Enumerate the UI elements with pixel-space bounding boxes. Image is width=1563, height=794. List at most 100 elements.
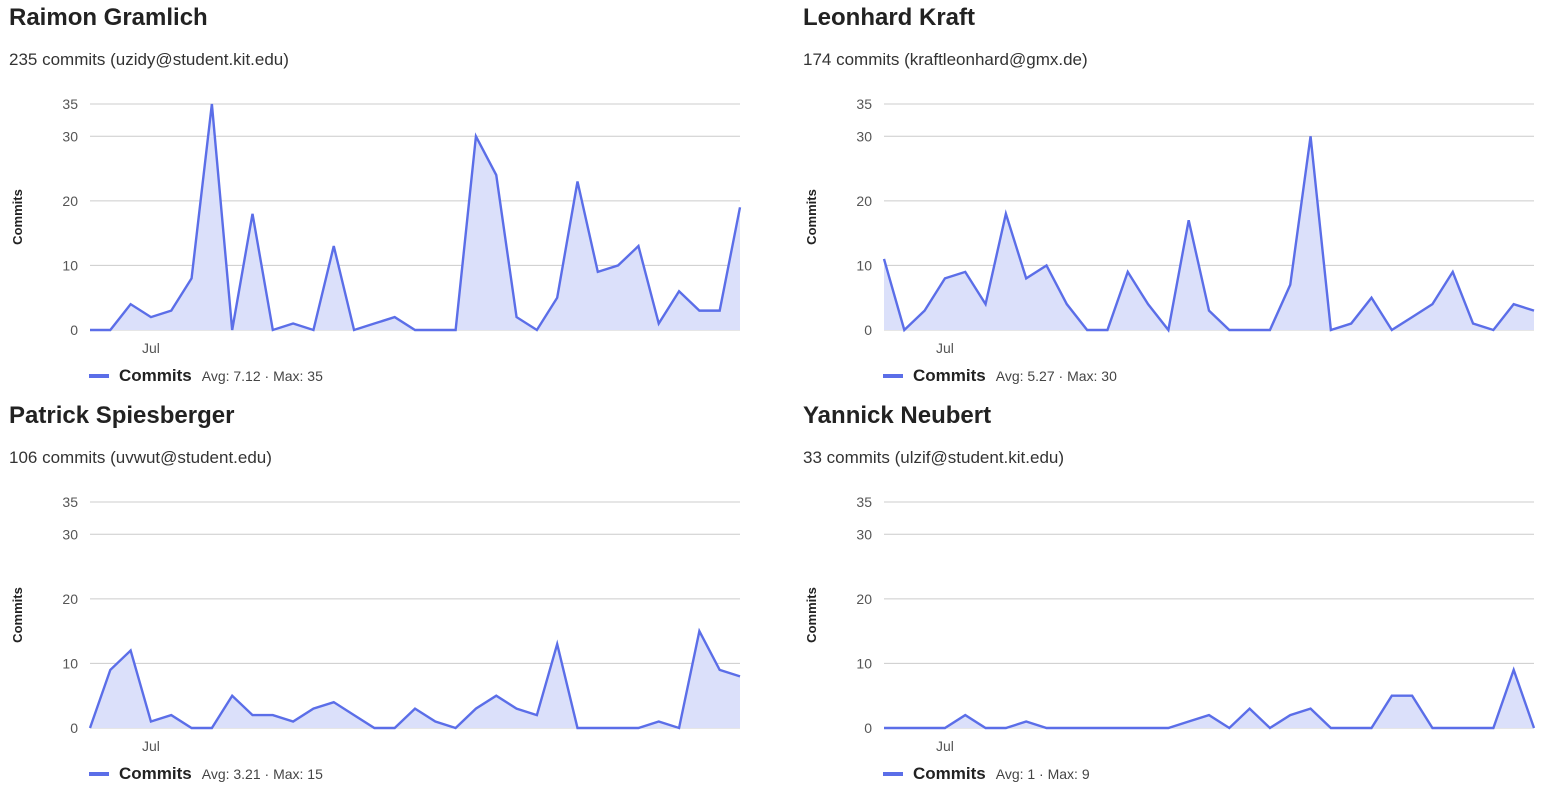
data-point[interactable] [168, 308, 174, 314]
data-point[interactable] [635, 243, 641, 249]
data-point[interactable] [575, 725, 581, 731]
data-point[interactable] [250, 211, 256, 217]
data-point[interactable] [1369, 725, 1375, 731]
data-point[interactable] [1104, 725, 1110, 731]
data-point[interactable] [148, 719, 154, 725]
data-point[interactable] [1206, 308, 1212, 314]
data-point[interactable] [189, 275, 195, 281]
data-point[interactable] [250, 712, 256, 718]
data-point[interactable] [737, 673, 743, 679]
data-point[interactable] [1023, 719, 1029, 725]
data-point[interactable] [1186, 719, 1192, 725]
data-point[interactable] [1044, 725, 1050, 731]
data-point[interactable] [331, 699, 337, 705]
data-point[interactable] [962, 269, 968, 275]
data-point[interactable] [1409, 314, 1415, 320]
data-point[interactable] [290, 719, 296, 725]
data-point[interactable] [635, 725, 641, 731]
data-point[interactable] [1226, 725, 1232, 731]
data-point[interactable] [148, 314, 154, 320]
data-point[interactable] [1003, 211, 1009, 217]
data-point[interactable] [1023, 275, 1029, 281]
data-point[interactable] [554, 295, 560, 301]
data-point[interactable] [107, 327, 113, 333]
data-point[interactable] [128, 648, 134, 654]
data-point[interactable] [473, 706, 479, 712]
data-point[interactable] [901, 725, 907, 731]
data-point[interactable] [371, 725, 377, 731]
data-point[interactable] [717, 667, 723, 673]
data-point[interactable] [453, 725, 459, 731]
data-point[interactable] [310, 706, 316, 712]
data-point[interactable] [676, 288, 682, 294]
data-point[interactable] [1511, 301, 1517, 307]
chart-legend[interactable]: Commits Avg: 1 · Max: 9 [883, 764, 1090, 784]
data-point[interactable] [1287, 712, 1293, 718]
data-point[interactable] [1084, 327, 1090, 333]
data-point[interactable] [1470, 321, 1476, 327]
data-point[interactable] [392, 314, 398, 320]
data-point[interactable] [1490, 725, 1496, 731]
data-point[interactable] [1247, 706, 1253, 712]
data-point[interactable] [290, 321, 296, 327]
data-point[interactable] [1064, 725, 1070, 731]
data-point[interactable] [1125, 725, 1131, 731]
data-point[interactable] [1104, 327, 1110, 333]
data-point[interactable] [1531, 725, 1537, 731]
data-point[interactable] [1429, 301, 1435, 307]
data-point[interactable] [493, 693, 499, 699]
data-point[interactable] [310, 327, 316, 333]
data-point[interactable] [1064, 301, 1070, 307]
data-point[interactable] [1165, 725, 1171, 731]
data-point[interactable] [392, 725, 398, 731]
data-point[interactable] [983, 301, 989, 307]
data-point[interactable] [1490, 327, 1496, 333]
data-point[interactable] [473, 133, 479, 139]
data-point[interactable] [717, 308, 723, 314]
data-point[interactable] [1511, 667, 1517, 673]
data-point[interactable] [656, 719, 662, 725]
data-point[interactable] [1145, 301, 1151, 307]
data-point[interactable] [1247, 327, 1253, 333]
data-point[interactable] [351, 327, 357, 333]
data-point[interactable] [1348, 321, 1354, 327]
data-point[interactable] [331, 243, 337, 249]
data-point[interactable] [351, 712, 357, 718]
data-point[interactable] [1389, 693, 1395, 699]
data-point[interactable] [534, 327, 540, 333]
data-point[interactable] [229, 327, 235, 333]
data-point[interactable] [87, 327, 93, 333]
data-point[interactable] [453, 327, 459, 333]
data-point[interactable] [942, 275, 948, 281]
data-point[interactable] [901, 327, 907, 333]
data-point[interactable] [554, 641, 560, 647]
data-point[interactable] [696, 628, 702, 634]
data-point[interactable] [696, 308, 702, 314]
data-point[interactable] [942, 725, 948, 731]
data-point[interactable] [615, 725, 621, 731]
data-point[interactable] [229, 693, 235, 699]
data-point[interactable] [1308, 706, 1314, 712]
data-point[interactable] [270, 327, 276, 333]
data-point[interactable] [87, 725, 93, 731]
data-point[interactable] [1450, 725, 1456, 731]
data-point[interactable] [1287, 282, 1293, 288]
data-point[interactable] [1429, 725, 1435, 731]
data-point[interactable] [1084, 725, 1090, 731]
data-point[interactable] [676, 725, 682, 731]
data-point[interactable] [1125, 269, 1131, 275]
data-point[interactable] [922, 308, 928, 314]
data-point[interactable] [514, 706, 520, 712]
data-point[interactable] [432, 327, 438, 333]
data-point[interactable] [615, 262, 621, 268]
data-point[interactable] [575, 178, 581, 184]
data-point[interactable] [270, 712, 276, 718]
data-point[interactable] [209, 101, 215, 107]
data-point[interactable] [1044, 262, 1050, 268]
data-point[interactable] [1409, 693, 1415, 699]
data-point[interactable] [881, 256, 887, 262]
data-point[interactable] [168, 712, 174, 718]
data-point[interactable] [1369, 295, 1375, 301]
data-point[interactable] [1165, 327, 1171, 333]
data-point[interactable] [595, 269, 601, 275]
